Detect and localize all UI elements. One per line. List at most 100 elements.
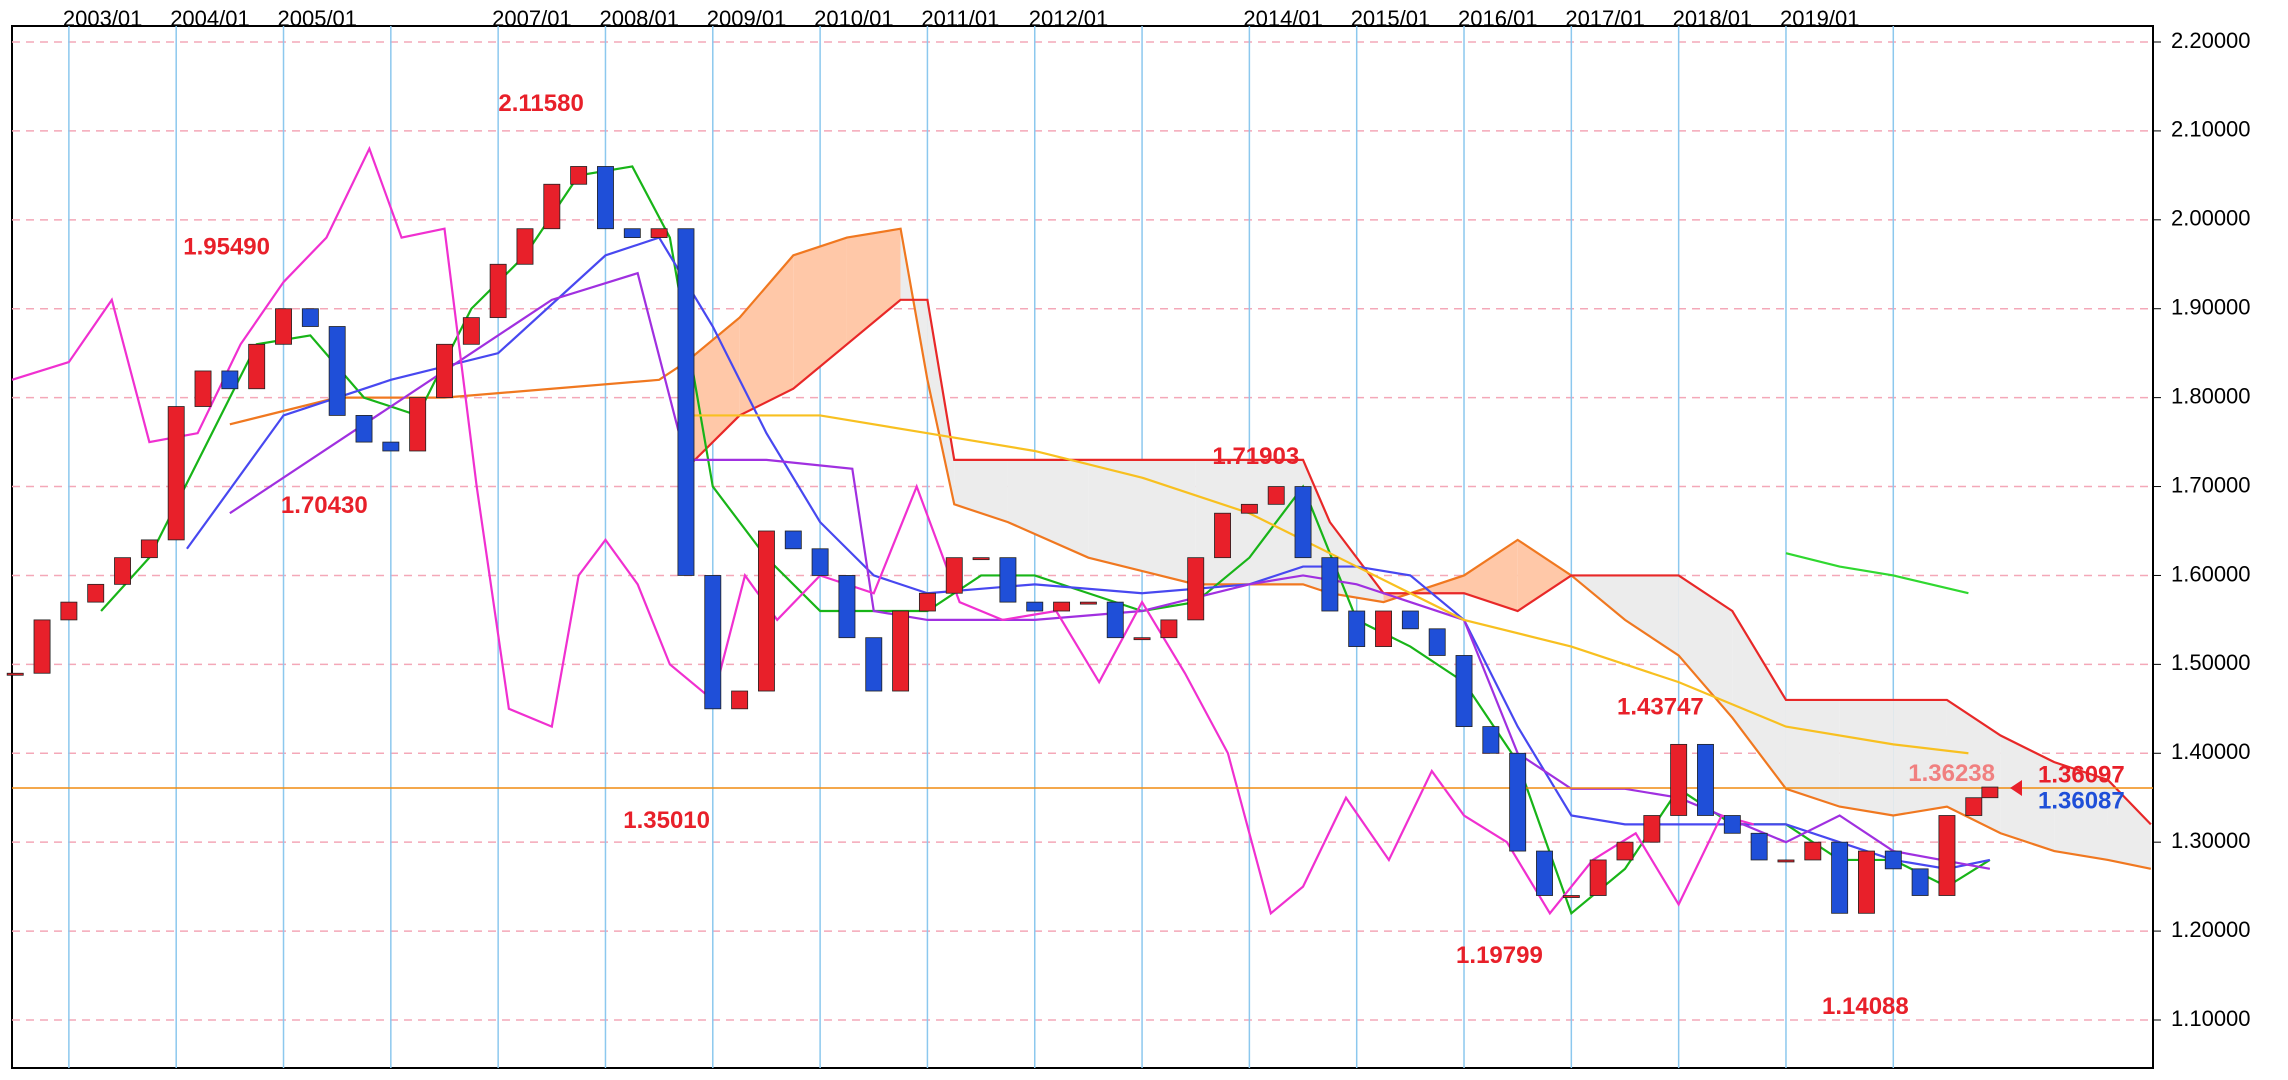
- candle: [382, 441, 400, 452]
- x-tick-label: 2019/01: [1780, 6, 1860, 31]
- candle: [1240, 503, 1258, 514]
- candle: [650, 228, 668, 239]
- candle: [784, 530, 802, 550]
- cloud-fill: [1195, 459, 1304, 585]
- candle: [757, 530, 775, 692]
- candle: [623, 228, 641, 239]
- x-tick-label: 2017/01: [1565, 6, 1645, 31]
- candle: [1562, 895, 1580, 898]
- cloud-fill: [1732, 611, 1786, 789]
- candle: [1965, 797, 1983, 816]
- candle: [1079, 601, 1097, 605]
- cloud-fill: [1007, 459, 1089, 558]
- candle: [1697, 743, 1714, 816]
- candle: [1294, 486, 1312, 559]
- indicator-line: [1785, 552, 1969, 595]
- candle: [1831, 841, 1849, 914]
- candle: [1267, 486, 1285, 505]
- candle: [1858, 850, 1875, 914]
- candle: [1348, 610, 1366, 647]
- x-tick-label: 2008/01: [599, 6, 679, 31]
- x-tick-label: 2018/01: [1673, 6, 1753, 31]
- extreme-label: 2.11580: [498, 90, 583, 117]
- candle: [1750, 832, 1768, 861]
- x-tick-label: 2015/01: [1351, 6, 1431, 31]
- candle: [1106, 601, 1124, 639]
- candle: [1160, 619, 1178, 639]
- x-tick-label: 2010/01: [814, 6, 894, 31]
- candle: [1401, 610, 1419, 630]
- price-marker: [2010, 779, 2022, 796]
- cloud-fill: [739, 255, 794, 416]
- cloud-fill: [1678, 575, 1733, 718]
- x-tick-label: 2007/01: [492, 6, 572, 31]
- extreme-label: 1.19799: [1456, 942, 1543, 969]
- candle: [1053, 601, 1071, 612]
- candle: [1026, 601, 1044, 612]
- extreme-label: 1.43747: [1617, 693, 1704, 720]
- candle: [838, 575, 856, 639]
- x-tick-label: 2003/01: [63, 6, 143, 31]
- candle: [1616, 841, 1634, 861]
- candle: [945, 557, 963, 594]
- y-tick-label: 1.30000: [2171, 828, 2251, 853]
- candle: [301, 308, 319, 327]
- cloud-fill: [2107, 779, 2151, 869]
- y-tick-label: 1.20000: [2171, 917, 2251, 942]
- candle: [1133, 637, 1151, 641]
- cloud-fill: [1893, 699, 1947, 816]
- candle: [221, 370, 239, 390]
- candle: [1214, 512, 1231, 559]
- x-tick-label: 2012/01: [1029, 6, 1109, 31]
- candle: [543, 183, 561, 230]
- extreme-label: 1.70430: [281, 492, 368, 519]
- candle: [194, 370, 212, 407]
- cloud-fill: [793, 237, 847, 389]
- candle: [1981, 786, 1999, 799]
- y-tick-label: 1.10000: [2171, 1006, 2251, 1031]
- span-a-line: [229, 227, 2152, 870]
- y-tick-label: 1.40000: [2171, 739, 2251, 764]
- y-tick-label: 2.10000: [2171, 117, 2251, 142]
- candle: [1428, 628, 1446, 656]
- candle: [114, 557, 131, 585]
- candle: [892, 610, 910, 692]
- candle: [1375, 610, 1392, 647]
- candle: [516, 228, 534, 265]
- candle: [462, 317, 480, 345]
- extreme-label: 1.35010: [623, 807, 710, 834]
- span-b-line: [685, 298, 2152, 826]
- candle: [1321, 557, 1339, 612]
- candle: [1482, 726, 1500, 754]
- y-tick-label: 1.80000: [2171, 383, 2251, 408]
- cloud-fill: [1088, 459, 1196, 585]
- candle: [677, 228, 695, 576]
- y-tick-label: 2.20000: [2171, 28, 2251, 53]
- candle: [1670, 743, 1688, 816]
- cloud-fill: [954, 459, 1008, 523]
- candle: [865, 637, 883, 692]
- x-tick-label: 2009/01: [707, 6, 787, 31]
- candle: [1911, 868, 1929, 896]
- candle: [248, 343, 266, 390]
- x-tick-label: 2005/01: [278, 6, 358, 31]
- candle: [1938, 815, 1956, 896]
- candle: [355, 415, 373, 443]
- candle: [972, 557, 990, 561]
- candle: [731, 690, 749, 710]
- candle: [140, 539, 158, 559]
- cloud-fill: [846, 228, 901, 345]
- candle: [1804, 841, 1822, 861]
- x-tick-label: 2014/01: [1243, 6, 1323, 31]
- plot-layer: [6, 26, 2153, 1068]
- candle: [1187, 557, 1205, 621]
- candle: [704, 575, 722, 710]
- candle: [570, 166, 588, 185]
- candle: [60, 601, 78, 621]
- candle: [6, 672, 24, 676]
- cloud-fill: [1785, 699, 1840, 807]
- price-label: 1.36087: [2038, 787, 2125, 814]
- x-tick-label: 2016/01: [1458, 6, 1538, 31]
- candle: [167, 406, 185, 541]
- x-tick-label: 2004/01: [170, 6, 250, 31]
